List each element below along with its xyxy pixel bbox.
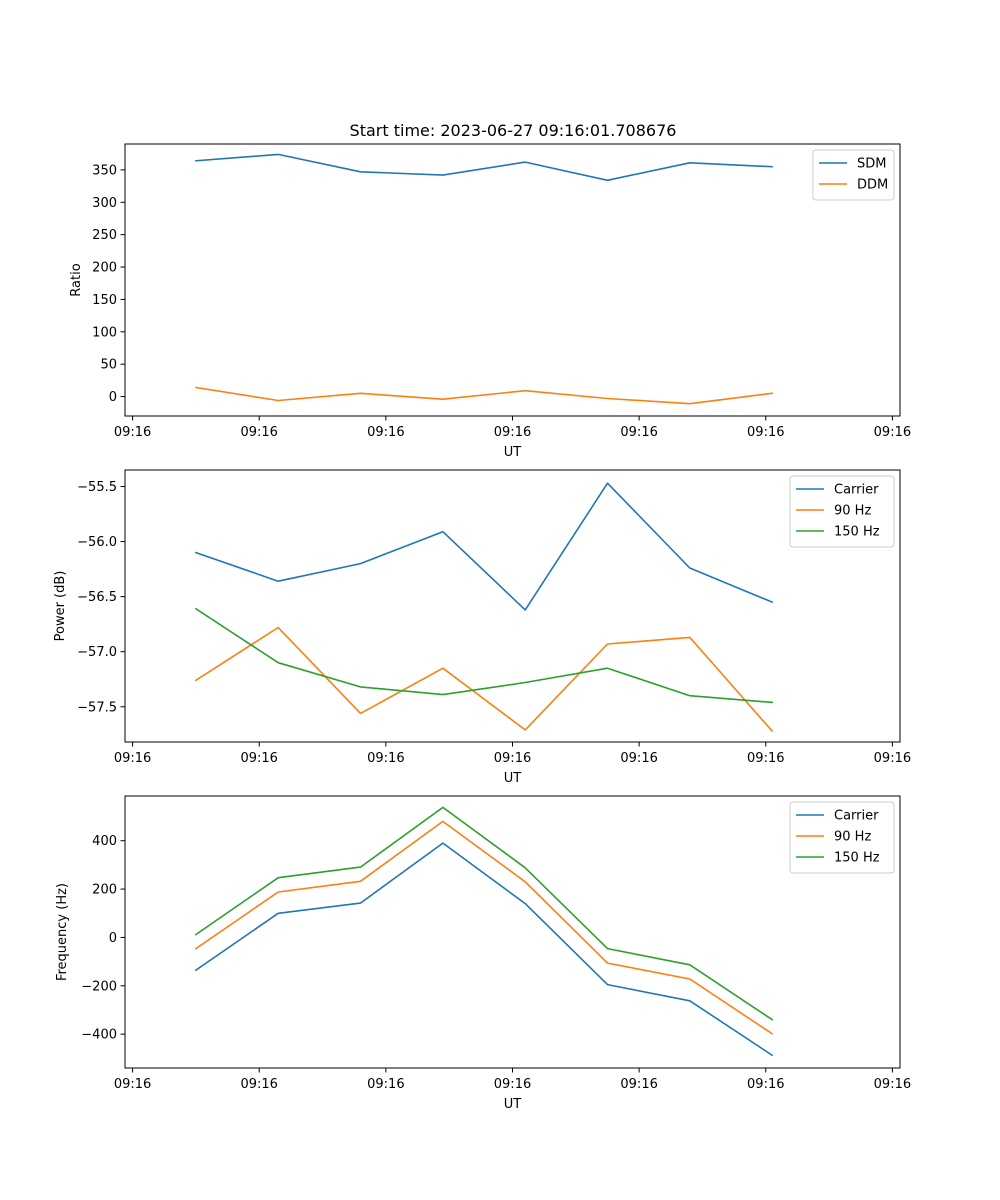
x-tick-label: 09:16 xyxy=(367,1077,404,1092)
x-axis-label: UT xyxy=(504,1097,522,1112)
y-tick-label: 50 xyxy=(100,358,117,373)
series-line-90-hz xyxy=(194,820,774,1035)
x-tick-label: 09:16 xyxy=(114,1077,151,1092)
y-tick-label: 400 xyxy=(92,834,117,849)
x-tick-label: 09:16 xyxy=(367,425,404,440)
chart-panel-1: 09:1609:1609:1609:1609:1609:1609:1609:17… xyxy=(69,143,911,460)
series-line-90-hz xyxy=(194,626,774,733)
series-line-150-hz xyxy=(194,806,774,1021)
y-tick-label: −56.0 xyxy=(77,535,117,550)
series-line-ddm xyxy=(194,386,773,405)
y-tick-label: 250 xyxy=(92,228,117,243)
y-tick-label: −56.5 xyxy=(77,590,117,605)
legend-label: SDM xyxy=(857,157,886,172)
chart-panel-3: 09:1609:1609:1609:1609:1609:1609:1609:17… xyxy=(55,795,911,1112)
y-tick-label: 0 xyxy=(109,390,117,405)
y-tick-label: −400 xyxy=(81,1028,117,1043)
y-axis-label: Frequency (Hz) xyxy=(55,883,70,981)
series-line-150-hz xyxy=(194,607,773,704)
y-axis-label: Ratio xyxy=(69,263,84,296)
y-tick-label: 150 xyxy=(92,293,117,308)
x-axis-label: UT xyxy=(504,771,522,786)
x-tick-label: 09:16 xyxy=(494,751,531,766)
y-tick-label: −57.0 xyxy=(77,645,117,660)
x-tick-label: 09:16 xyxy=(240,751,277,766)
x-tick-label: 09:16 xyxy=(874,425,911,440)
x-tick-label: 09:16 xyxy=(874,751,911,766)
x-tick-label: 09:16 xyxy=(114,751,151,766)
series-line-carrier xyxy=(194,842,774,1057)
legend-label: 90 Hz xyxy=(834,504,871,519)
y-tick-label: 100 xyxy=(92,325,117,340)
y-tick-label: 0 xyxy=(109,931,117,946)
y-tick-label: 350 xyxy=(92,163,117,178)
x-tick-label: 09:16 xyxy=(367,751,404,766)
y-tick-label: 200 xyxy=(92,883,117,898)
x-tick-label: 09:16 xyxy=(874,1077,911,1092)
x-tick-label: 09:16 xyxy=(114,425,151,440)
legend: Carrier 90 Hz 150 Hz xyxy=(789,475,895,548)
legend-label: Carrier xyxy=(834,809,879,824)
y-tick-label: −57.5 xyxy=(77,700,117,715)
x-tick-label: 09:16 xyxy=(620,751,657,766)
legend-label: DDM xyxy=(857,178,888,193)
x-tick-label: 09:16 xyxy=(747,751,784,766)
x-axis-label: UT xyxy=(504,445,522,460)
legend-label: 90 Hz xyxy=(834,830,871,845)
chart-panel-2: 09:1609:1609:1609:1609:1609:1609:1609:17… xyxy=(53,469,911,786)
legend-box xyxy=(789,801,895,874)
y-tick-label: −55.5 xyxy=(77,480,117,495)
legend-label: 150 Hz xyxy=(834,525,880,540)
legend-label: Carrier xyxy=(834,483,879,498)
x-tick-label: 09:16 xyxy=(747,425,784,440)
x-tick-label: 09:16 xyxy=(494,425,531,440)
legend: Carrier 90 Hz 150 Hz xyxy=(789,801,895,874)
y-tick-label: −200 xyxy=(81,979,117,994)
legend-label: 150 Hz xyxy=(834,851,880,866)
x-tick-label: 09:16 xyxy=(494,1077,531,1092)
y-tick-label: 200 xyxy=(92,261,117,276)
chart-title: Start time: 2023-06-27 09:16:01.708676 xyxy=(350,121,677,140)
legend: SDM DDM xyxy=(812,149,895,201)
series-line-sdm xyxy=(195,153,773,182)
x-tick-label: 09:16 xyxy=(240,1077,277,1092)
x-tick-label: 09:16 xyxy=(240,425,277,440)
x-tick-label: 09:16 xyxy=(747,1077,784,1092)
legend-box xyxy=(789,475,895,548)
x-tick-label: 09:16 xyxy=(620,425,657,440)
series-line-carrier xyxy=(194,482,774,611)
x-tick-label: 09:16 xyxy=(620,1077,657,1092)
y-tick-label: 300 xyxy=(92,196,117,211)
y-axis-label: Power (dB) xyxy=(53,571,68,642)
